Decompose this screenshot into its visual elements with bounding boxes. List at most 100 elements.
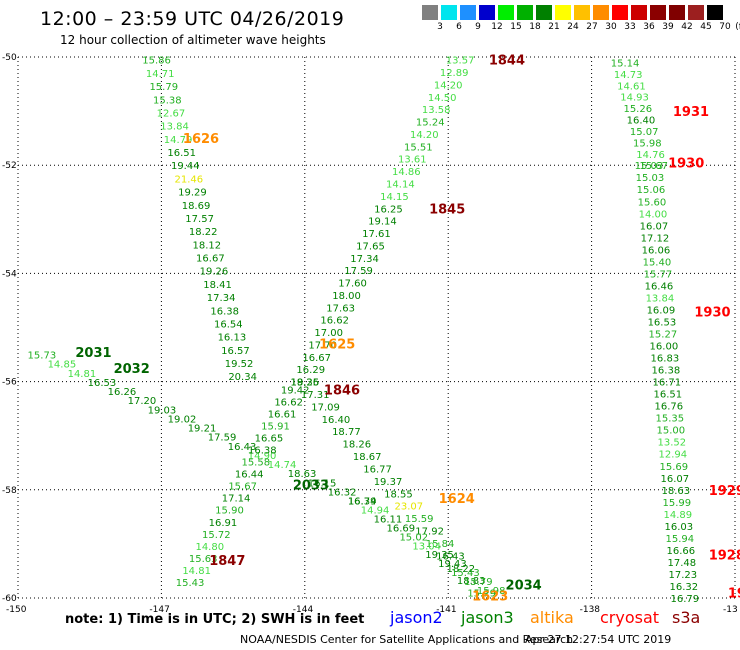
data-point-s3a: 18.22: [447, 564, 476, 575]
data-point-s3a: 19.52: [225, 359, 254, 370]
data-point-jason3: 16.11: [374, 514, 403, 525]
data-point-s3a: 16.38: [210, 306, 239, 317]
data-point-s3a: 15.43: [176, 578, 205, 589]
data-point-s3a: 15.86: [142, 56, 171, 67]
data-point-cryosat: 17.23: [668, 570, 697, 581]
data-point-s3a: 15.79: [467, 589, 496, 600]
data-point-jason3: 18.63: [288, 469, 317, 480]
data-point-s3a: 19.29: [178, 188, 207, 199]
data-point-jason3: 14.74: [268, 460, 297, 471]
data-point-cryosat: 15.26: [623, 104, 652, 115]
colorbar-label: 15: [510, 22, 522, 32]
data-point-jason3: 14.90: [248, 451, 277, 462]
time-label: 1623: [472, 589, 508, 604]
data-point-s3a: 17.63: [326, 303, 355, 314]
data-point-s3a: 19.37: [374, 477, 403, 488]
data-point-s3a: 16.67: [302, 353, 331, 364]
data-point-s3a: 16.13: [218, 333, 247, 344]
data-point-s3a: 17.70: [308, 340, 337, 351]
time-label: 2033: [293, 478, 329, 493]
time-label: 2031: [75, 346, 111, 361]
data-point-cryosat: 16.76: [655, 402, 684, 413]
colorbar-label: 70: [719, 22, 731, 32]
time-label: 2034: [506, 578, 542, 593]
data-point-s3a: 16.51: [167, 148, 196, 159]
data-point-jason3: 19.03: [148, 405, 177, 416]
data-point-cryosat: 15.00: [657, 426, 686, 437]
data-point-s3a: 15.38: [153, 95, 182, 106]
data-point-s3a: 16.77: [363, 464, 392, 475]
y-tick-label: -52: [2, 161, 17, 171]
colorbar-label: 3: [437, 22, 443, 32]
colorbar-swatch: [650, 5, 666, 20]
data-point-cryosat: 16.66: [666, 546, 695, 557]
subtitle: 12 hour collection of altimeter wave hei…: [60, 33, 326, 47]
colorbar-swatch: [612, 5, 628, 20]
data-point-jason3: 16.34: [348, 497, 377, 508]
x-tick-label: -13: [723, 605, 738, 615]
data-point-s3a: 19.44: [171, 161, 200, 172]
data-point-cryosat: 15.03: [635, 161, 664, 172]
time-label: 1928: [728, 587, 740, 602]
legend-jason3: jason3: [461, 608, 514, 627]
data-point-s3a: 14.79: [164, 135, 193, 146]
colorbar-swatch: [707, 5, 723, 20]
data-point-s3a: 17.31: [301, 390, 330, 401]
colorbar-swatch: [536, 5, 552, 20]
colorbar-label: 30: [605, 22, 617, 32]
data-point-s3a: 16.57: [221, 346, 250, 357]
x-tick-label: -138: [580, 605, 601, 615]
data-point-cryosat: 16.71: [653, 378, 682, 389]
data-point-jason3: 16.79: [348, 497, 377, 508]
data-point-s3a: 23.07: [394, 502, 423, 513]
data-point-s3a: 16.40: [322, 415, 351, 426]
data-point-s3a: 19.42: [281, 386, 310, 397]
data-point-jason3: 19.43: [438, 559, 467, 570]
data-point-cryosat: 16.51: [654, 390, 683, 401]
x-tick-label: -147: [149, 605, 169, 615]
colorbar-swatch: [441, 5, 457, 20]
time-label: 1845: [429, 202, 465, 217]
data-point-s3a: 17.34: [350, 254, 379, 265]
note-text: note: 1) Time is in UTC; 2) SWH is in fe…: [65, 612, 365, 627]
data-point-s3a: 19.14: [368, 217, 397, 228]
data-point-cryosat: 16.07: [640, 221, 669, 232]
data-point-s3a: 15.67: [228, 482, 257, 493]
data-point-cryosat: 15.35: [656, 414, 685, 425]
data-point-s3a: 15.58: [241, 458, 270, 469]
data-point-s3a: 18.22: [189, 227, 218, 238]
data-point-jason3: 13.04: [412, 541, 441, 552]
data-point-s3a: 15.91: [261, 422, 290, 433]
data-point-cryosat: 16.06: [642, 245, 671, 256]
data-point-s3a: 17.14: [222, 494, 251, 505]
data-point-s3a: 14.80: [195, 542, 224, 553]
data-point-cryosat: 15.14: [611, 58, 640, 69]
y-tick-label: -50: [2, 53, 17, 63]
time-label: 1930: [668, 156, 704, 171]
data-point-jason3: 15.43: [451, 568, 480, 579]
data-point-cryosat: 18.63: [662, 486, 691, 497]
data-point-jason3: 15.98: [477, 586, 506, 597]
data-point-cryosat: 16.40: [627, 116, 656, 127]
data-point-s3a: 14.20: [434, 80, 463, 91]
colorbar-label: 27: [586, 22, 598, 32]
data-point-s3a: 18.67: [353, 452, 382, 463]
data-point-s3a: 16.25: [374, 204, 403, 215]
data-point-s3a: 16.67: [196, 254, 225, 265]
data-point-cryosat: 17.48: [667, 558, 696, 569]
data-point-jason3: 17.20: [128, 396, 157, 407]
data-point-s3a: 17.92: [415, 527, 444, 538]
y-tick-label: -56: [2, 378, 17, 388]
data-point-s3a: 16.44: [235, 470, 264, 481]
data-point-cryosat: 15.94: [665, 534, 694, 545]
legend-jason2: jason2: [390, 608, 443, 627]
colorbar-swatch: [688, 5, 704, 20]
data-point-cryosat: 14.76: [636, 150, 665, 161]
data-point-s3a: 16.65: [255, 434, 284, 445]
data-point-s3a: 14.86: [392, 167, 421, 178]
colorbar-unit: (ft): [735, 22, 740, 32]
data-point-s3a: 13.58: [422, 105, 451, 116]
data-point-jason3: 15.79: [464, 577, 493, 588]
time-label: 2032: [114, 362, 150, 377]
data-point-cryosat: 13.52: [658, 438, 687, 449]
